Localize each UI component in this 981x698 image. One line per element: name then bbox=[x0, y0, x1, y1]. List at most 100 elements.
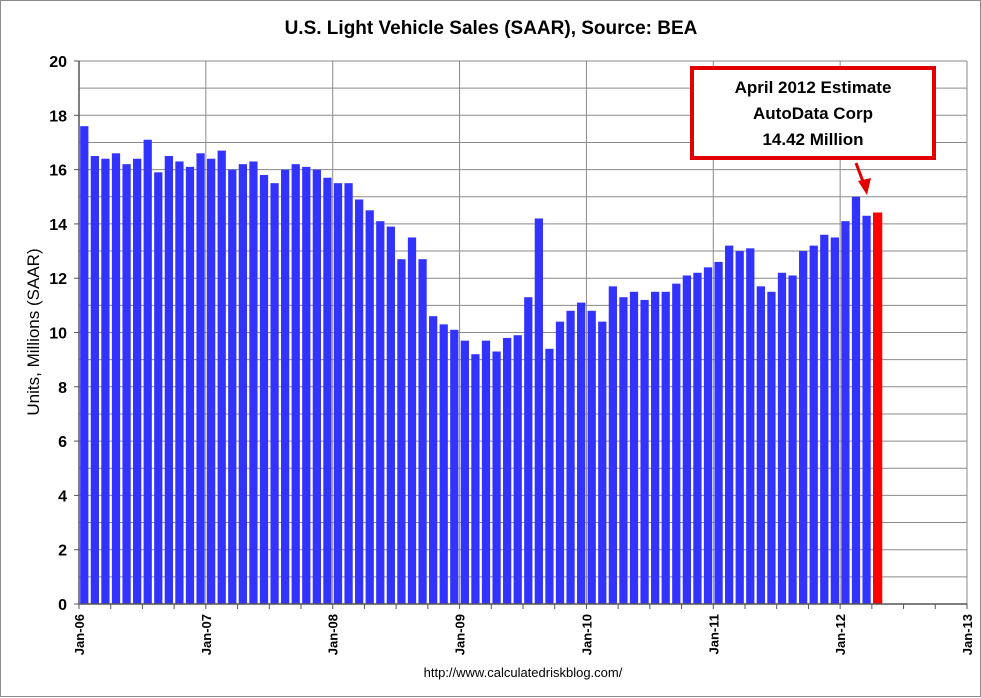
bar bbox=[799, 251, 808, 605]
estimate-callout: April 2012 Estimate AutoData Corp 14.42 … bbox=[690, 66, 936, 195]
bar bbox=[323, 177, 332, 604]
bar bbox=[746, 248, 755, 604]
y-tick-label: 10 bbox=[49, 326, 67, 343]
bar bbox=[587, 310, 596, 604]
bar bbox=[714, 261, 723, 604]
bar bbox=[355, 199, 364, 604]
y-axis-label: Units, Millions (SAAR) bbox=[24, 248, 43, 415]
x-tick-label: Jan-06 bbox=[72, 614, 87, 655]
x-tick-labels: Jan-06 Jan-07 Jan-08 Jan-09 Jan-10 Jan-11 Jan-… bbox=[72, 614, 975, 655]
bar bbox=[418, 259, 427, 604]
bar bbox=[862, 215, 871, 604]
x-tick-label: Jan-13 bbox=[960, 614, 975, 655]
bar bbox=[682, 275, 691, 604]
y-tick-label: 18 bbox=[49, 108, 67, 125]
bar bbox=[809, 245, 818, 604]
callout-arrow-head bbox=[858, 178, 871, 195]
bar bbox=[376, 221, 385, 604]
bar-series bbox=[80, 126, 883, 605]
bar bbox=[80, 126, 89, 604]
bar bbox=[344, 183, 353, 605]
bar bbox=[820, 234, 829, 604]
axes bbox=[74, 60, 968, 609]
bar bbox=[228, 169, 237, 604]
y-tick-label: 0 bbox=[58, 597, 67, 614]
bar bbox=[841, 221, 850, 604]
bar bbox=[249, 161, 258, 604]
bar bbox=[407, 237, 417, 604]
bar bbox=[524, 297, 533, 604]
bar bbox=[851, 196, 861, 604]
bar bbox=[281, 169, 290, 604]
bar bbox=[133, 158, 142, 605]
bar bbox=[598, 321, 607, 604]
bar bbox=[175, 161, 184, 604]
y-tick-labels: 0 2 4 6 8 10 12 14 16 18 20 bbox=[49, 54, 67, 614]
bar bbox=[312, 169, 321, 604]
bar bbox=[693, 272, 702, 604]
bar bbox=[429, 316, 438, 604]
bar bbox=[302, 166, 311, 604]
bar bbox=[471, 354, 480, 604]
bar bbox=[545, 348, 554, 604]
bar bbox=[90, 156, 99, 604]
bar bbox=[143, 139, 152, 605]
bar bbox=[651, 291, 660, 604]
y-tick-label: 16 bbox=[49, 163, 67, 180]
bar bbox=[534, 218, 543, 604]
bar bbox=[365, 210, 374, 604]
bar bbox=[450, 329, 459, 604]
y-tick-label: 8 bbox=[58, 380, 67, 397]
bar bbox=[672, 283, 681, 604]
bar bbox=[629, 291, 639, 604]
bar bbox=[577, 302, 586, 604]
x-tick-label: Jan-11 bbox=[706, 614, 721, 654]
bar bbox=[608, 286, 617, 604]
bar bbox=[111, 153, 121, 604]
bar bbox=[217, 150, 226, 604]
callout-line: April 2012 Estimate bbox=[735, 78, 892, 97]
bar bbox=[767, 291, 776, 604]
bar bbox=[830, 237, 839, 604]
x-tick-label: Jan-08 bbox=[326, 614, 341, 655]
bar bbox=[460, 340, 469, 604]
bar bbox=[756, 286, 765, 604]
bar bbox=[492, 351, 501, 604]
bar bbox=[386, 226, 395, 605]
bar bbox=[725, 245, 734, 604]
y-tick-label: 14 bbox=[49, 217, 67, 234]
bar bbox=[291, 164, 300, 605]
bar bbox=[397, 259, 406, 604]
bar bbox=[481, 340, 491, 604]
bar bbox=[555, 321, 565, 604]
x-tick-label: Jan-07 bbox=[199, 614, 214, 655]
bar bbox=[270, 183, 279, 605]
bar bbox=[513, 335, 522, 604]
bar bbox=[661, 291, 670, 604]
bar bbox=[154, 172, 163, 604]
x-tick-label: Jan-09 bbox=[453, 614, 468, 655]
bar bbox=[735, 251, 744, 605]
bar bbox=[164, 156, 173, 604]
bar bbox=[196, 153, 205, 604]
y-tick-label: 2 bbox=[58, 543, 67, 560]
bar bbox=[122, 164, 131, 605]
bar bbox=[259, 175, 269, 604]
bar-highlight bbox=[873, 212, 883, 604]
chart-title: U.S. Light Vehicle Sales (SAAR), Source:… bbox=[285, 18, 698, 39]
x-tick-label: Jan-12 bbox=[833, 614, 848, 655]
bar bbox=[238, 164, 247, 605]
bar bbox=[703, 267, 713, 604]
y-tick-label: 12 bbox=[49, 271, 67, 288]
bar bbox=[333, 183, 343, 605]
callout-line: AutoData Corp bbox=[753, 104, 873, 123]
grid-lines bbox=[78, 60, 968, 605]
source-url: http://www.calculatedriskblog.com/ bbox=[424, 665, 623, 680]
bar bbox=[640, 299, 649, 604]
bar bbox=[439, 324, 448, 604]
bar bbox=[503, 337, 512, 604]
bar bbox=[566, 310, 575, 604]
bar bbox=[777, 272, 787, 604]
